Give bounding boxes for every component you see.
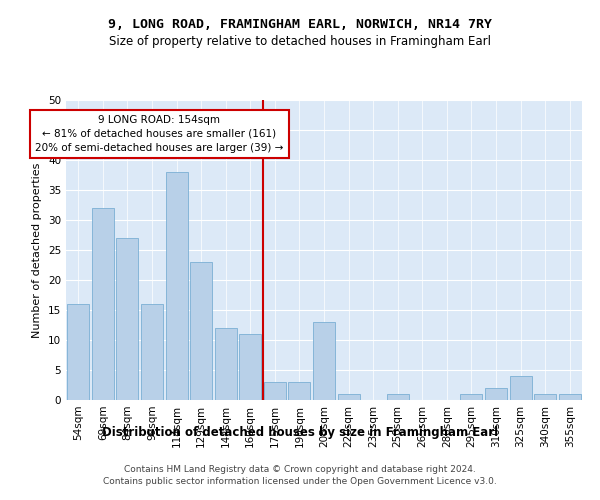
Bar <box>313 322 335 400</box>
Text: Contains HM Land Registry data © Crown copyright and database right 2024.: Contains HM Land Registry data © Crown c… <box>124 464 476 473</box>
Bar <box>215 328 237 400</box>
Bar <box>509 376 532 400</box>
Bar <box>92 208 114 400</box>
Bar <box>141 304 163 400</box>
Bar <box>67 304 89 400</box>
Bar <box>460 394 482 400</box>
Bar <box>190 262 212 400</box>
Bar <box>534 394 556 400</box>
Text: Distribution of detached houses by size in Framingham Earl: Distribution of detached houses by size … <box>102 426 498 439</box>
Bar <box>264 382 286 400</box>
Text: 9 LONG ROAD: 154sqm
← 81% of detached houses are smaller (161)
20% of semi-detac: 9 LONG ROAD: 154sqm ← 81% of detached ho… <box>35 115 284 153</box>
Bar <box>239 334 262 400</box>
Bar <box>485 388 507 400</box>
Text: Contains public sector information licensed under the Open Government Licence v3: Contains public sector information licen… <box>103 476 497 486</box>
Bar <box>166 172 188 400</box>
Bar <box>338 394 359 400</box>
Bar <box>386 394 409 400</box>
Text: Size of property relative to detached houses in Framingham Earl: Size of property relative to detached ho… <box>109 35 491 48</box>
Text: 9, LONG ROAD, FRAMINGHAM EARL, NORWICH, NR14 7RY: 9, LONG ROAD, FRAMINGHAM EARL, NORWICH, … <box>108 18 492 30</box>
Y-axis label: Number of detached properties: Number of detached properties <box>32 162 43 338</box>
Bar <box>116 238 139 400</box>
Bar <box>289 382 310 400</box>
Bar <box>559 394 581 400</box>
